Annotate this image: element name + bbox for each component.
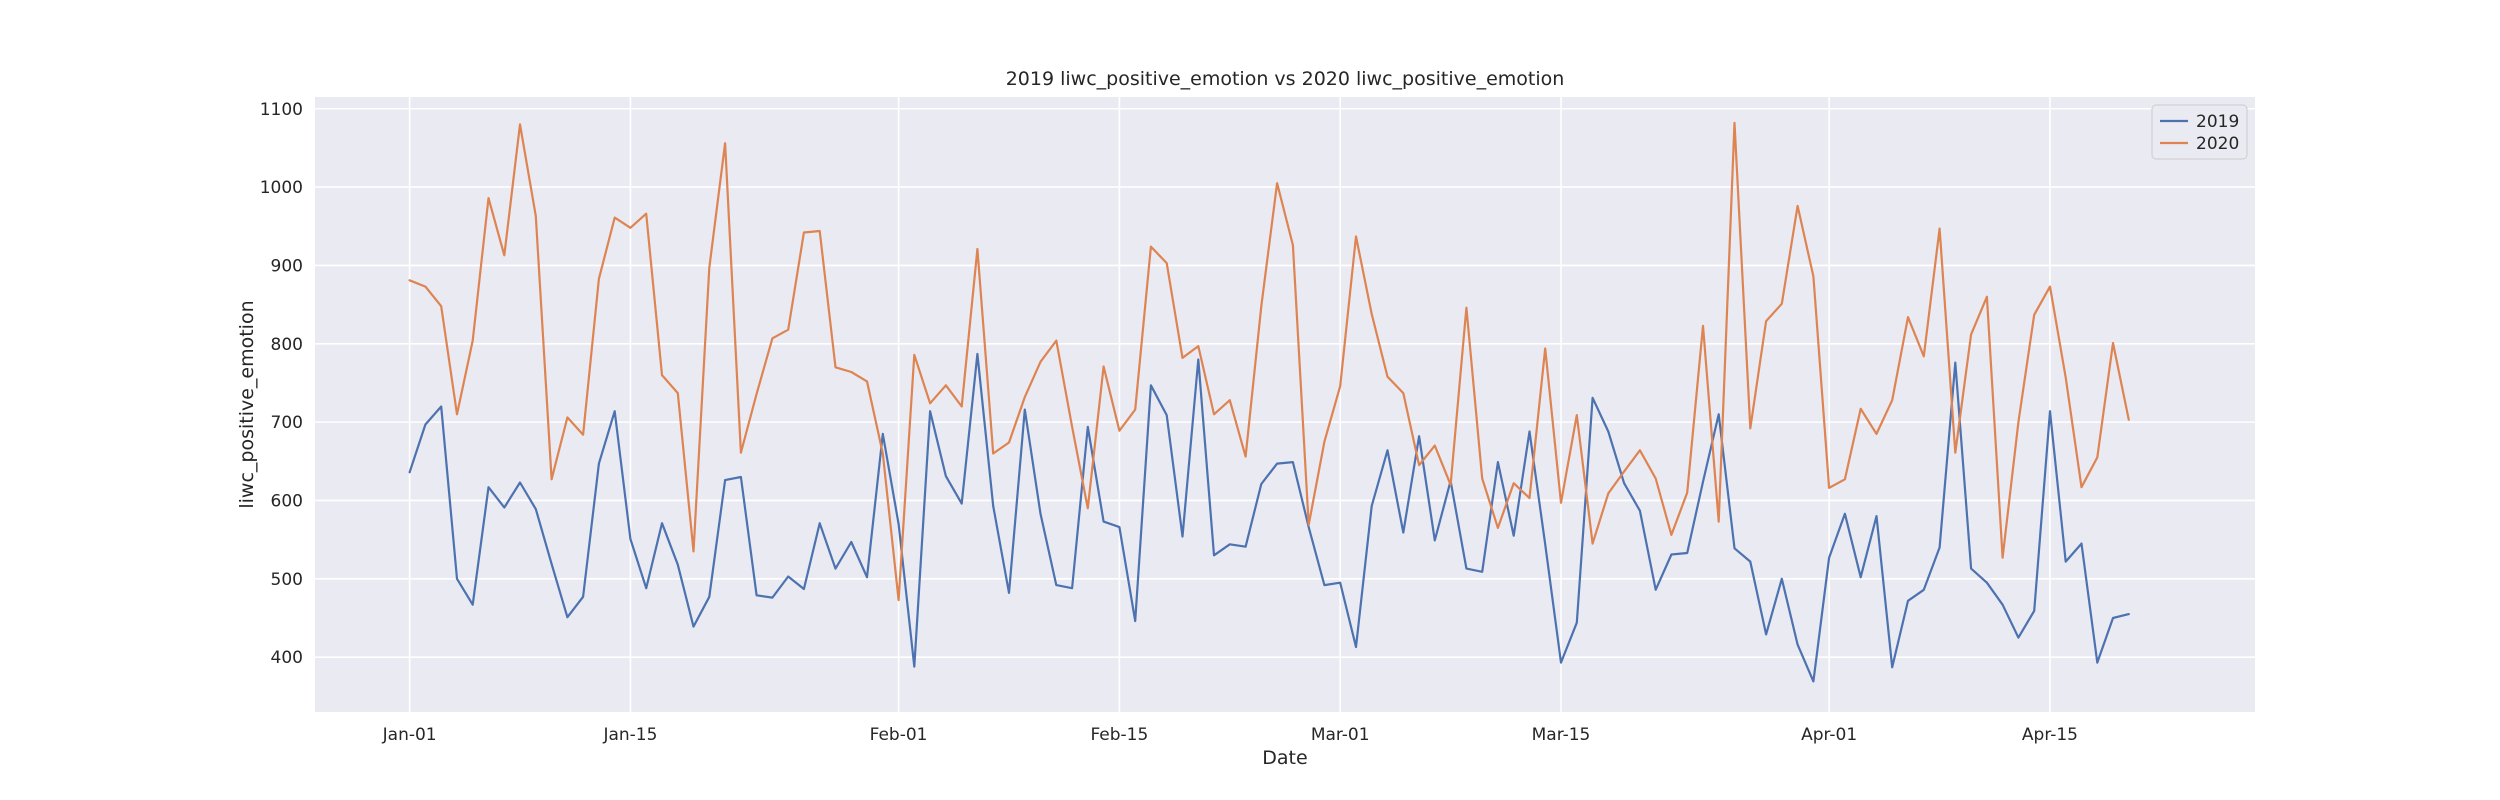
x-tick-label: Jan-15 <box>602 725 657 745</box>
series-line-2020 <box>408 121 2130 602</box>
legend-box <box>2151 104 2248 160</box>
y-tick-label: 800 <box>271 335 303 355</box>
series-line-2019 <box>408 352 2130 683</box>
y-tick-label: 600 <box>271 491 303 511</box>
y-tick-label: 500 <box>271 570 303 590</box>
legend-label-2019: 2019 <box>2196 112 2239 132</box>
x-tick-label: Apr-01 <box>1801 725 1857 745</box>
grid-lines <box>315 97 2255 712</box>
y-tick-label: 700 <box>271 413 303 433</box>
y-tick-label: 900 <box>271 256 303 276</box>
chart-title: 2019 liwc_positive_emotion vs 2020 liwc_… <box>1006 68 1565 90</box>
x-axis-label: Date <box>1262 747 1307 769</box>
y-tick-labels: 400 500 600 700 800 900 1000 1100 <box>260 100 303 668</box>
series-lines <box>408 121 2130 683</box>
x-tick-label: Apr-15 <box>2022 725 2078 745</box>
y-tick-label: 400 <box>271 648 303 668</box>
x-tick-label: Mar-01 <box>1311 725 1370 745</box>
x-tick-label: Jan-01 <box>382 725 437 745</box>
x-tick-label: Mar-15 <box>1532 725 1591 745</box>
x-tick-label: Feb-01 <box>870 725 928 745</box>
y-axis-label: liwc_positive_emotion <box>236 300 258 508</box>
legend-label-2020: 2020 <box>2196 134 2239 154</box>
x-tick-labels: Jan-01 Jan-15 Feb-01 Feb-15 Mar-01 Mar-15 Apr-… <box>382 725 2078 745</box>
y-tick-label: 1000 <box>260 178 303 198</box>
x-tick-label: Feb-15 <box>1090 725 1148 745</box>
plot-background <box>315 97 2255 712</box>
y-tick-label: 1100 <box>260 100 303 120</box>
